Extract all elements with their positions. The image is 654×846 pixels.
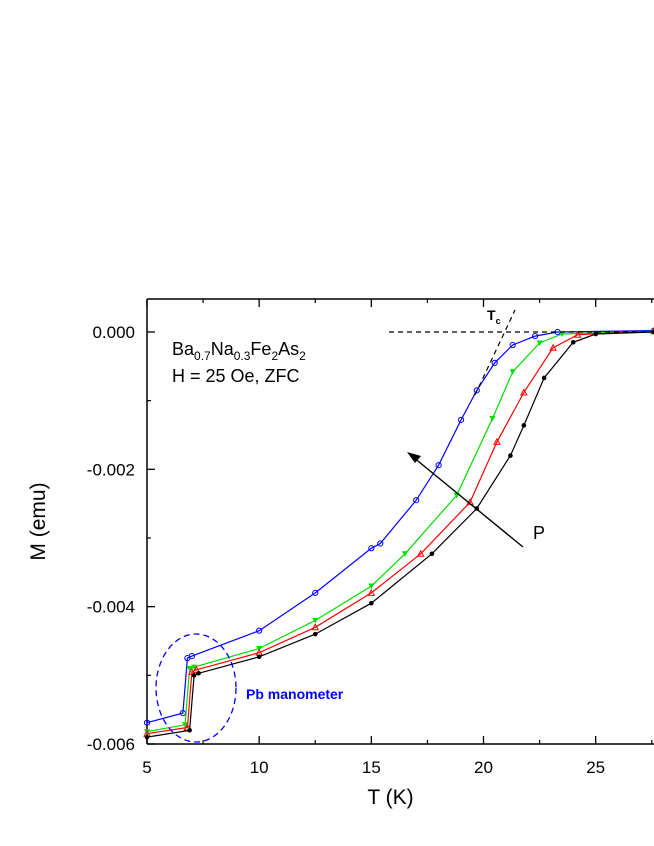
data-point [144, 734, 150, 740]
data-point [312, 617, 319, 624]
data-point [312, 589, 319, 597]
y-tick-label: -0.006 [87, 735, 135, 754]
data-point [182, 722, 189, 728]
data-point [536, 340, 543, 346]
series-line [146, 331, 654, 738]
data-point [650, 327, 654, 334]
data-point [186, 665, 193, 672]
data-point [143, 719, 151, 726]
data-point [413, 497, 420, 504]
data-point [311, 623, 320, 631]
condition-label: H = 25 Oe, ZFC [172, 366, 300, 386]
data-point [509, 369, 516, 375]
data-point [541, 375, 547, 381]
data-point [435, 462, 442, 469]
data-point [368, 583, 375, 590]
data-point [509, 341, 516, 349]
data-point [570, 339, 576, 345]
pressure-arrow [412, 456, 524, 548]
y-tick-label: -0.004 [87, 598, 135, 617]
data-point [473, 387, 480, 394]
pb-manometer-ellipse [155, 633, 237, 743]
data-point [401, 551, 408, 557]
data-point [520, 388, 528, 396]
pressure-label: P [533, 523, 545, 543]
x-axis-title: T (K) [367, 786, 413, 809]
series-2 [143, 327, 654, 737]
x-tick-label: 15 [362, 758, 381, 777]
data-point [532, 332, 539, 340]
data-point [489, 415, 496, 422]
y-axis-title: M (emu) [27, 482, 50, 560]
x-tick-label: 5 [142, 758, 151, 777]
x-tick-label: 20 [474, 758, 493, 777]
series-0 [143, 327, 654, 726]
data-point [191, 673, 197, 678]
data-point [368, 545, 375, 552]
compound-label: Ba0.7Na0.3Fe2As2 [172, 339, 306, 363]
pb-manometer-label: Pb manometer [246, 686, 344, 702]
y-tick-label: -0.002 [87, 460, 135, 479]
data-point [593, 331, 598, 337]
series-3 [144, 329, 654, 740]
data-point [312, 631, 318, 637]
series-line [146, 330, 654, 724]
x-tick-label: 10 [250, 758, 269, 777]
data-point [369, 600, 374, 606]
series-line [146, 330, 654, 735]
data-point [573, 330, 582, 338]
data-point [559, 331, 566, 338]
series-line [146, 330, 654, 733]
data-point [493, 437, 501, 445]
data-point [457, 416, 465, 423]
data-point [256, 627, 263, 634]
axes: 5 10 15 20 25 0.000 -0.002 -0.004 -0.006 T (K) M (… [27, 298, 654, 809]
data-point [144, 729, 150, 735]
data-point [367, 588, 376, 596]
tc-tangent-line [474, 309, 516, 396]
data-point [508, 453, 513, 458]
y-tick-label: 0.000 [92, 323, 135, 342]
data-point [491, 359, 498, 366]
data-point [549, 343, 557, 351]
pressure-arrowhead [407, 452, 421, 463]
annotations: Ba0.7Na0.3Fe2As2 H = 25 Oe, ZFC Tc P Pb … [155, 307, 654, 743]
series-1 [144, 328, 654, 735]
x-tick-label: 25 [586, 758, 605, 777]
data-point [187, 727, 192, 733]
data-point [521, 423, 527, 428]
data-point [416, 549, 425, 557]
data-point [192, 665, 201, 673]
data-point [377, 540, 384, 547]
data-point [429, 551, 435, 557]
tc-label: Tc [487, 307, 501, 326]
data-point [196, 670, 201, 676]
data-point [188, 652, 195, 660]
data-point [191, 664, 198, 671]
series-layer [143, 327, 654, 740]
data-point [256, 654, 262, 660]
